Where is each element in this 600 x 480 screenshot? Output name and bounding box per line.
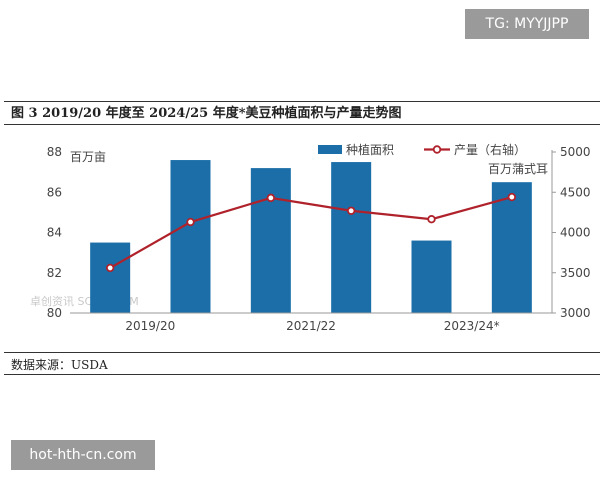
bar-2023-24- [411,240,452,313]
chart-axes: 80 82 84 86 88 3000 3500 4000 4500 5000 2019/20 202… [47,145,591,333]
end-rule [4,374,600,375]
chart-legend: 种植面积 产量（右轴） [318,142,526,157]
line-point-2019-20 [105,263,115,273]
watermark-tg-label: TG: MYYJJPP [465,9,589,39]
watermark-site-label: hot-hth-cn.com [11,440,155,470]
x-tick-label-2021-22: 2021/22 [286,319,336,333]
bar-2020-21 [170,160,211,313]
figure-source: 数据来源：USDA [11,358,108,372]
right-tick-label-3500: 3500 [560,266,591,280]
left-tick-label-82: 82 [47,266,62,280]
bottom-rule [4,352,600,353]
x-tick-label-2019-20: 2019/20 [125,319,175,333]
line-point-2023-24- [427,215,436,224]
left-axis-unit: 百万亩 [70,149,106,164]
line-point-2020-21 [186,217,195,227]
left-tick-label-84: 84 [47,226,62,240]
right-axis-unit: 百万蒲式耳 [488,162,548,176]
bar-2021-22 [250,168,291,313]
figure-title: 图 3 2019/20 年度至 2024/25 年度*美豆种植面积与产量走势图 [11,106,402,121]
right-tick-label-5000: 5000 [560,145,591,159]
top-rule [4,101,600,102]
legend-bar-label: 种植面积 [346,142,394,157]
left-tick-label-80: 80 [47,306,62,320]
legend-line-marker [432,145,442,154]
line-series [105,192,517,273]
line-point-2024-25- [507,192,517,202]
title-rule [4,124,600,125]
right-tick-label-4000: 4000 [560,226,591,240]
left-tick-label-86: 86 [47,185,62,199]
right-tick-label-3000: 3000 [560,306,591,320]
bar-2019-20 [90,242,131,313]
legend-bar-swatch [318,145,342,154]
line-point-2022-23 [346,206,356,215]
x-tick-label-2023-24-: 2023/24* [444,319,500,333]
right-tick-label-4500: 4500 [560,185,591,199]
bar-2022-23 [331,162,372,313]
legend-line-label: 产量（右轴） [454,142,526,157]
line-point-2021-22 [266,193,276,203]
area-production-chart: 卓创资讯 SCI99.COM 8082848688300035004000450… [30,142,591,333]
left-tick-label-88: 88 [47,145,62,159]
production-line [109,196,513,269]
bar-2024-25- [491,182,532,313]
bar-series [90,160,532,313]
